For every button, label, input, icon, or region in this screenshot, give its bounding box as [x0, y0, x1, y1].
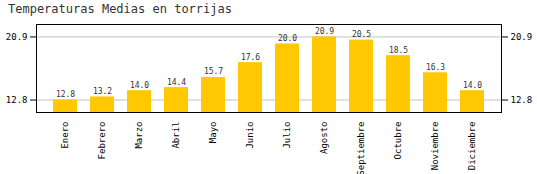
svg-text:12.8: 12.8	[6, 95, 28, 105]
svg-text:20.9: 20.9	[511, 32, 533, 42]
svg-text:20.5: 20.5	[352, 30, 371, 39]
svg-text:12.8: 12.8	[56, 90, 75, 99]
svg-text:12.8: 12.8	[511, 95, 533, 105]
svg-text:Octubre: Octubre	[393, 122, 403, 160]
svg-text:18.5: 18.5	[389, 46, 408, 55]
svg-text:14.0: 14.0	[463, 81, 482, 90]
svg-text:Noviembre: Noviembre	[430, 122, 440, 171]
svg-text:Junio: Junio	[245, 122, 255, 149]
svg-text:20.9: 20.9	[315, 27, 334, 36]
svg-text:20.0: 20.0	[278, 34, 297, 43]
html-text:Temperaturas Medias en torrija: Temperaturas Medias en torrijas	[8, 2, 232, 16]
svg-text:14.0: 14.0	[130, 81, 149, 90]
svg-text:Agosto: Agosto	[319, 122, 329, 155]
svg-text:Enero: Enero	[60, 122, 70, 149]
svg-text:14.4: 14.4	[167, 78, 186, 87]
svg-text:16.3: 16.3	[426, 63, 445, 72]
svg-text:Julio: Julio	[282, 122, 292, 149]
svg-text:Febrero: Febrero	[97, 122, 107, 160]
svg-text:Abril: Abril	[171, 122, 181, 149]
svg-text:Diciembre: Diciembre	[467, 122, 477, 171]
svg-text:Septiembre: Septiembre	[356, 122, 366, 174]
svg-text:17.6: 17.6	[241, 53, 260, 62]
svg-text:Mayo: Mayo	[208, 122, 218, 144]
svg-text:15.7: 15.7	[204, 67, 223, 76]
svg-text:20.9: 20.9	[6, 32, 28, 42]
svg-text:13.2: 13.2	[93, 87, 112, 96]
svg-text:Marzo: Marzo	[134, 122, 144, 149]
